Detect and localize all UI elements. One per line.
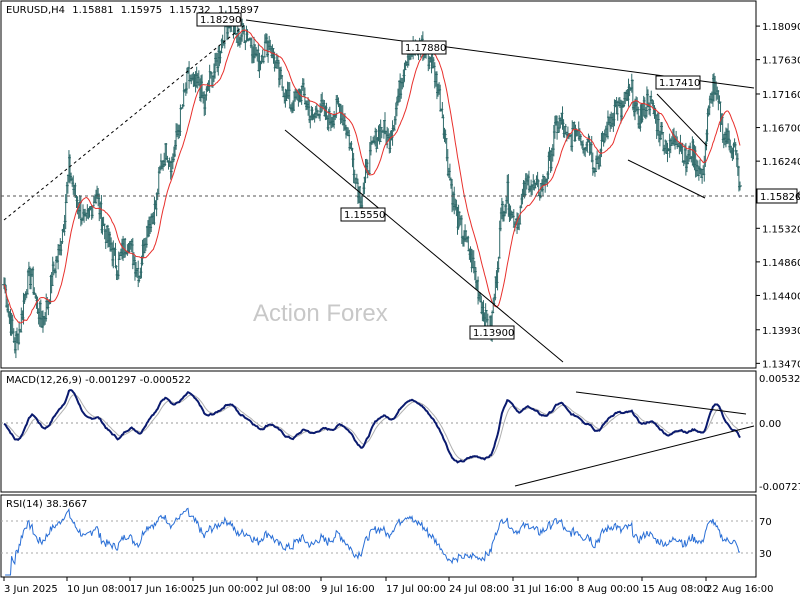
time-tick-label: 24 Jul 08:00 xyxy=(449,584,509,595)
time-tick-label: 17 Jun 16:00 xyxy=(130,584,194,595)
time-tick-label: 17 Jul 00:00 xyxy=(386,584,446,595)
time-tick-label: 8 Aug 00:00 xyxy=(578,584,639,595)
price-panel-frame xyxy=(0,0,757,369)
rsi-line xyxy=(5,507,741,576)
ohlc-low: 1.15732 xyxy=(169,5,210,16)
time-tick-label: 22 Aug 16:00 xyxy=(706,584,773,595)
flag-lower-line xyxy=(627,159,706,199)
price-tick-label: 1.16700 xyxy=(762,124,800,135)
macd-upper-trendline xyxy=(575,391,747,415)
time-tick-label: 31 Jul 16:00 xyxy=(513,584,573,595)
price-annotation-label: 1.18290 xyxy=(200,15,241,26)
moving-average-line xyxy=(3,29,741,324)
price-annotation-box xyxy=(469,325,515,340)
price-annotation-label: 1.13900 xyxy=(473,328,514,339)
rsi-panel-frame xyxy=(0,494,757,578)
rsi-tick-70: 70 xyxy=(759,517,772,528)
ohlc-high: 1.15975 xyxy=(121,5,162,16)
price-tick-label: 1.15320 xyxy=(762,224,800,235)
time-axis: 3 Jun 2025 10 Jun 08:00 17 Jun 16:00 25 Jun… xyxy=(3,577,773,595)
ohlc-close: 1.15897 xyxy=(218,5,259,16)
macd-label: MACD(12,26,9) -0.001297 -0.000522 xyxy=(6,375,191,386)
time-tick-label: 25 Jun 00:00 xyxy=(193,584,257,595)
symbol-label: EURUSD,H4 1.15881 1.15975 1.15732 1.1589… xyxy=(6,5,259,16)
macd-main-line xyxy=(3,389,741,464)
macd-tick-max: 0.005325 xyxy=(759,374,800,385)
price-tick-label: 1.13930 xyxy=(762,326,800,337)
rsi-tick-30: 30 xyxy=(759,549,772,560)
symbol-name: EURUSD,H4 xyxy=(6,5,65,16)
flag-upper-line xyxy=(656,93,708,147)
macd-tick-min: -0.007273 xyxy=(759,482,800,493)
rsi-label: RSI(14) 38.3667 xyxy=(6,499,87,510)
watermark: Action Forex xyxy=(253,300,388,327)
price-annotation-box xyxy=(196,12,242,27)
price-annotation-box xyxy=(401,40,447,55)
time-tick-label: 3 Jun 2025 xyxy=(4,584,58,595)
price-tick-label: 1.17160 xyxy=(762,90,800,101)
lower-channel-line xyxy=(284,129,564,363)
price-annotation-box xyxy=(655,75,701,90)
dashed-support-line xyxy=(3,23,247,221)
time-tick-label: 10 Jun 08:00 xyxy=(67,584,131,595)
price-annotation-label: 1.17410 xyxy=(659,78,700,89)
price-annotation-label: 1.15550 xyxy=(344,210,385,221)
price-tick-label: 1.17630 xyxy=(762,56,800,67)
current-price-label: 1.15820 xyxy=(760,192,800,203)
price-annotation-box xyxy=(340,207,386,222)
time-tick-label: 2 Jul 08:00 xyxy=(257,584,311,595)
ohlc-open: 1.15881 xyxy=(72,5,113,16)
price-tick-label: 1.14860 xyxy=(762,258,800,269)
price-series xyxy=(2,10,742,359)
price-annotations: 1.18290 1.17880 1.17410 1.15550 1.13900 xyxy=(196,12,701,340)
time-tick-label: 15 Aug 08:00 xyxy=(642,584,709,595)
price-tick-label: 1.16240 xyxy=(762,157,800,168)
price-tick-label: 1.14400 xyxy=(762,291,800,302)
macd-lower-trendline xyxy=(514,425,755,487)
price-tick-label: 1.18090 xyxy=(762,22,800,33)
macd-signal-line xyxy=(3,394,741,461)
time-tick-label: 9 Jul 16:00 xyxy=(321,584,375,595)
current-price-box xyxy=(756,188,798,204)
macd-tick-zero: 0.00 xyxy=(759,419,781,430)
price-tick-label: 1.13470 xyxy=(762,359,800,370)
price-annotation-label: 1.17880 xyxy=(405,43,446,54)
